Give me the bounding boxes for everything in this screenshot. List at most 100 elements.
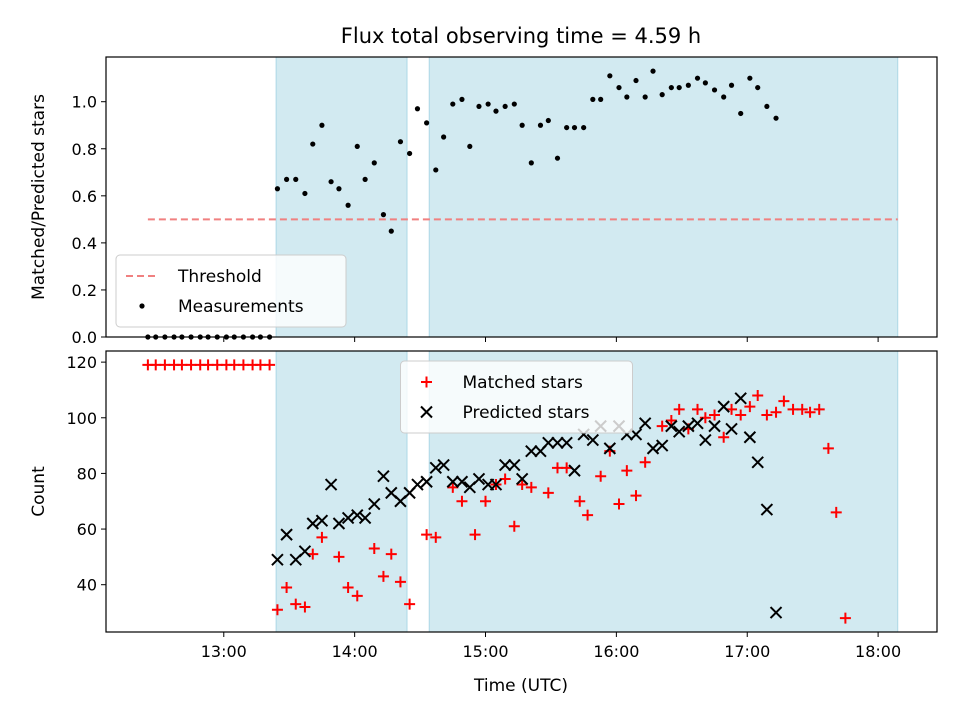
data-point (472, 472, 486, 486)
data-point (709, 409, 721, 421)
y-tick-label: 0.4 (72, 234, 97, 253)
data-point (796, 403, 808, 415)
data-point (437, 458, 450, 472)
data-point (699, 433, 712, 447)
data-point (656, 420, 668, 432)
data-point (586, 433, 600, 447)
data-point (751, 456, 764, 469)
data-point (694, 75, 701, 81)
data-point (728, 82, 735, 88)
data-point (665, 415, 677, 427)
legend: Threshold Measurements (115, 254, 347, 328)
data-point (676, 84, 682, 91)
data-point (633, 77, 639, 84)
shaded-interval-1 (275, 350, 408, 633)
data-point (377, 570, 389, 582)
y-tick-label: 0.0 (72, 328, 97, 347)
data-point (298, 545, 312, 558)
y-tick-label: 0.6 (72, 187, 97, 206)
data-point (642, 94, 648, 100)
data-point (738, 110, 744, 117)
data-point (595, 470, 607, 482)
data-point (721, 94, 727, 100)
y-axis-label: Count (29, 466, 49, 517)
data-point (306, 517, 319, 530)
data-point (420, 475, 433, 488)
data-point (650, 68, 656, 74)
count-panel: 40 60 80 100 120 13:00 14:00 15:00 16:00 17:00 18:… (29, 350, 938, 661)
data-point (516, 479, 528, 491)
data-point (371, 160, 377, 166)
data-point (332, 517, 346, 530)
data-point (545, 117, 551, 124)
x-tick-label: 13:00 (201, 642, 247, 661)
data-point (404, 598, 416, 610)
data-point (568, 464, 581, 477)
data-point (682, 419, 695, 433)
data-point (459, 96, 465, 102)
data-point (342, 581, 354, 593)
data-point (433, 167, 439, 173)
legend: Matched stars Predicted stars (400, 360, 633, 434)
data-point (542, 436, 555, 450)
legend-marker (421, 376, 432, 388)
data-point (574, 495, 586, 507)
data-point (519, 122, 525, 128)
y-tick-label: 0.8 (72, 140, 97, 159)
data-point (388, 228, 394, 234)
data-point (421, 529, 433, 541)
data-point (613, 498, 625, 510)
data-point (499, 473, 511, 485)
data-point (528, 160, 534, 166)
data-point (380, 212, 387, 218)
data-point (264, 359, 276, 371)
data-point (646, 442, 660, 455)
data-point (717, 400, 730, 413)
data-point (511, 101, 517, 107)
data-point (476, 103, 482, 110)
data-point (830, 506, 842, 518)
data-point (455, 475, 469, 488)
data-point (624, 94, 630, 100)
data-point (668, 84, 674, 91)
y-tick-label: 40 (77, 576, 97, 595)
data-point (607, 73, 613, 79)
data-point (290, 598, 302, 610)
data-point (414, 106, 421, 112)
data-point (822, 442, 834, 454)
data-point (551, 436, 564, 450)
x-tick-label: 15:00 (462, 642, 508, 661)
data-point (616, 84, 622, 91)
series-2 (271, 392, 783, 619)
data-point (702, 80, 708, 86)
data-point (280, 528, 293, 541)
x-tick-label: 16:00 (593, 642, 639, 661)
legend-box (115, 254, 347, 328)
data-point (299, 601, 311, 613)
data-point (424, 120, 430, 126)
data-point (537, 122, 544, 128)
data-point (341, 511, 355, 525)
data-point (598, 96, 604, 102)
data-point (744, 401, 756, 413)
data-point (564, 124, 570, 131)
data-point (283, 176, 290, 182)
data-point (315, 514, 329, 527)
data-point (368, 543, 380, 555)
data-point (281, 581, 293, 593)
data-point (450, 101, 456, 107)
data-point (725, 422, 738, 436)
data-point (760, 503, 774, 516)
data-point (603, 442, 617, 455)
data-point (489, 478, 503, 491)
data-point (485, 101, 491, 107)
x-tick-label: 18:00 (855, 642, 901, 661)
data-point (354, 143, 360, 150)
data-point (718, 431, 730, 443)
data-point (502, 103, 508, 110)
data-point (271, 604, 283, 616)
data-point (397, 139, 404, 145)
data-point (764, 103, 770, 110)
data-point (581, 124, 587, 131)
